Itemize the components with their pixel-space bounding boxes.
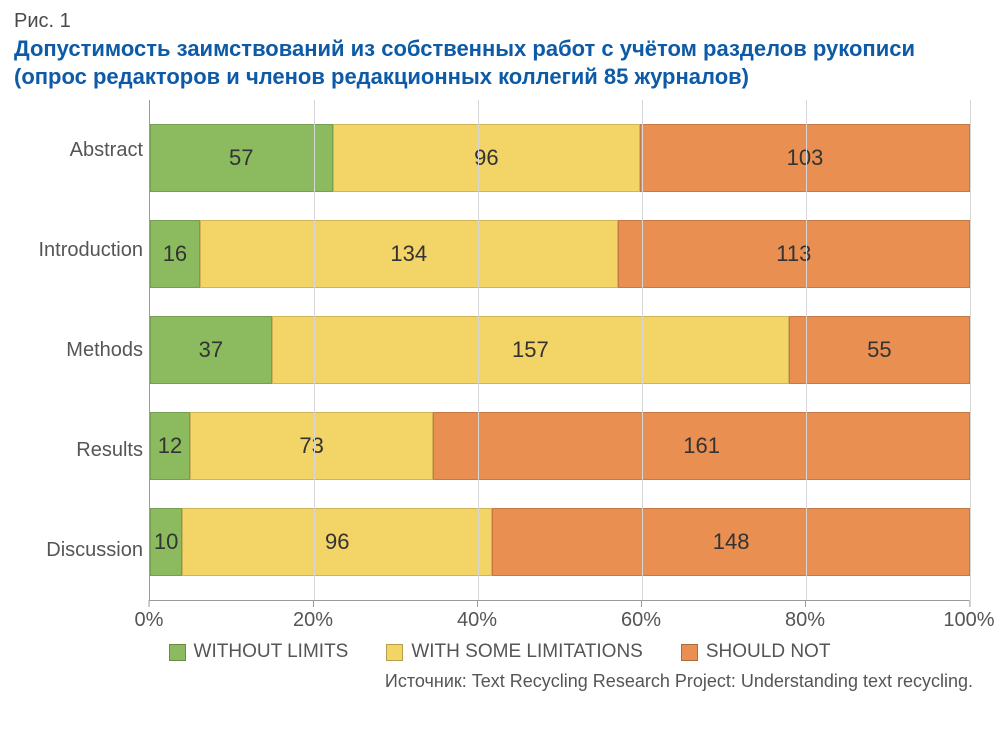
legend-item: WITH SOME LIMITATIONS [386, 641, 643, 663]
legend-swatch [169, 644, 186, 661]
x-axis: 0%20%40%60%80%100% [149, 600, 969, 637]
gridline [806, 100, 807, 600]
figure-title: Допустимость заимствований из собственны… [14, 35, 985, 90]
legend-item: WITHOUT LIMITS [169, 641, 349, 663]
legend-label: WITHOUT LIMITS [194, 641, 349, 663]
x-tick-label: 0% [135, 601, 164, 632]
bar-segment: 37 [150, 316, 272, 384]
bar-row: 1273161 [150, 412, 970, 480]
x-tick-label: 20% [293, 601, 333, 632]
bar-segment: 96 [182, 508, 492, 576]
gridline [642, 100, 643, 600]
gridline [970, 100, 971, 600]
bar-segment: 73 [190, 412, 433, 480]
figure-label: Рис. 1 [14, 10, 985, 33]
legend-label: WITH SOME LIMITATIONS [411, 641, 643, 663]
bar-row: 3715755 [150, 316, 970, 384]
legend-item: SHOULD NOT [681, 641, 831, 663]
chart: AbstractIntroductionMethodsResultsDiscus… [14, 100, 985, 600]
legend-swatch [681, 644, 698, 661]
y-axis-labels: AbstractIntroductionMethodsResultsDiscus… [14, 100, 149, 600]
source-line: Источник: Text Recycling Research Projec… [14, 671, 973, 692]
bar-segment: 55 [789, 316, 970, 384]
bar-segment: 10 [150, 508, 182, 576]
bars-container: 579610316134113371575512731611096148 [150, 100, 970, 600]
legend-swatch [386, 644, 403, 661]
bar-row: 5796103 [150, 124, 970, 192]
x-tick-label: 60% [621, 601, 661, 632]
bar-row: 16134113 [150, 220, 970, 288]
bar-segment: 134 [200, 220, 618, 288]
x-tick-label: 100% [943, 601, 994, 632]
bar-row: 1096148 [150, 508, 970, 576]
bar-segment: 113 [618, 220, 970, 288]
bar-segment: 57 [150, 124, 333, 192]
x-tick-label: 40% [457, 601, 497, 632]
y-tick-label: Introduction [14, 200, 143, 300]
legend: WITHOUT LIMITS WITH SOME LIMITATIONS SHOUL… [20, 641, 980, 663]
y-tick-label: Discussion [14, 500, 143, 600]
y-tick-label: Results [14, 400, 143, 500]
gridline [478, 100, 479, 600]
bar-segment: 157 [272, 316, 789, 384]
plot-area: 579610316134113371575512731611096148 [149, 100, 970, 600]
bar-segment: 148 [492, 508, 970, 576]
bar-segment: 96 [333, 124, 641, 192]
figure-container: Рис. 1 Допустимость заимствований из соб… [0, 0, 999, 749]
bar-segment: 16 [150, 220, 200, 288]
bar-segment: 161 [433, 412, 970, 480]
bar-segment: 12 [150, 412, 190, 480]
y-tick-label: Abstract [14, 100, 143, 200]
y-tick-label: Methods [14, 300, 143, 400]
legend-label: SHOULD NOT [706, 641, 831, 663]
x-tick-label: 80% [785, 601, 825, 632]
gridline [314, 100, 315, 600]
